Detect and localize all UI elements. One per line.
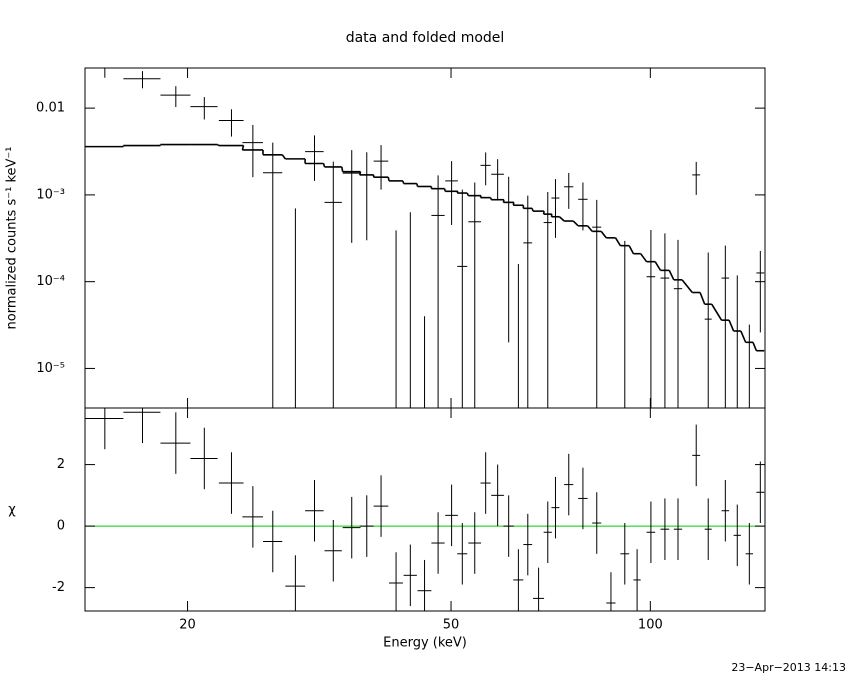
model-step-riser <box>586 225 593 232</box>
chart-title: data and folded model <box>346 30 505 46</box>
model-step-riser <box>711 303 723 321</box>
model-step-riser <box>402 180 405 184</box>
model-step-riser <box>443 188 447 192</box>
x-tick-label: 100 <box>638 618 663 633</box>
model-step-riser <box>281 154 286 160</box>
model-step-riser <box>654 261 662 271</box>
x-tick-label: 50 <box>443 618 460 633</box>
model-step-riser <box>668 270 675 281</box>
y-tick-label: 10⁻⁵ <box>36 361 65 376</box>
model-step-riser <box>489 197 492 200</box>
y-tick-label: 10⁻⁴ <box>36 274 65 289</box>
model-step-riser <box>699 292 706 305</box>
model-step-riser <box>341 166 344 172</box>
y-tick-label: 0 <box>57 519 65 534</box>
x-axis-label: Energy (keV) <box>383 636 467 651</box>
model-step-riser <box>728 319 735 332</box>
model-step-riser <box>322 163 326 168</box>
x-tick-label: 20 <box>179 618 196 633</box>
residual-axis-label: χ <box>8 503 16 518</box>
model-step-riser <box>217 143 220 147</box>
y-axis-label: normalized counts s⁻¹ keV⁻¹ <box>5 147 20 330</box>
model-step-riser <box>628 245 635 255</box>
model-step-riser <box>531 208 534 212</box>
y-tick-label: -2 <box>52 580 65 595</box>
model-step-riser <box>681 279 693 294</box>
top-panel <box>85 68 765 408</box>
model-step-riser <box>600 230 607 239</box>
y-tick-label: 2 <box>57 457 65 472</box>
model-step-riser <box>466 192 470 196</box>
timestamp: 23−Apr−2013 14:13 <box>731 661 846 674</box>
bottom-frame <box>84 407 766 612</box>
model-step-riser <box>752 342 758 352</box>
bottom-panel <box>85 408 765 611</box>
y-tick-label: 0.01 <box>36 101 65 116</box>
model-step-riser <box>572 220 579 227</box>
model-step-riser <box>416 183 419 187</box>
model-step-riser <box>387 177 390 182</box>
model-step-riser <box>740 330 747 343</box>
y-tick-label: 10⁻³ <box>36 187 65 202</box>
model-step-riser <box>614 237 622 247</box>
model-step-riser <box>558 216 565 222</box>
model-step-riser <box>640 253 648 263</box>
